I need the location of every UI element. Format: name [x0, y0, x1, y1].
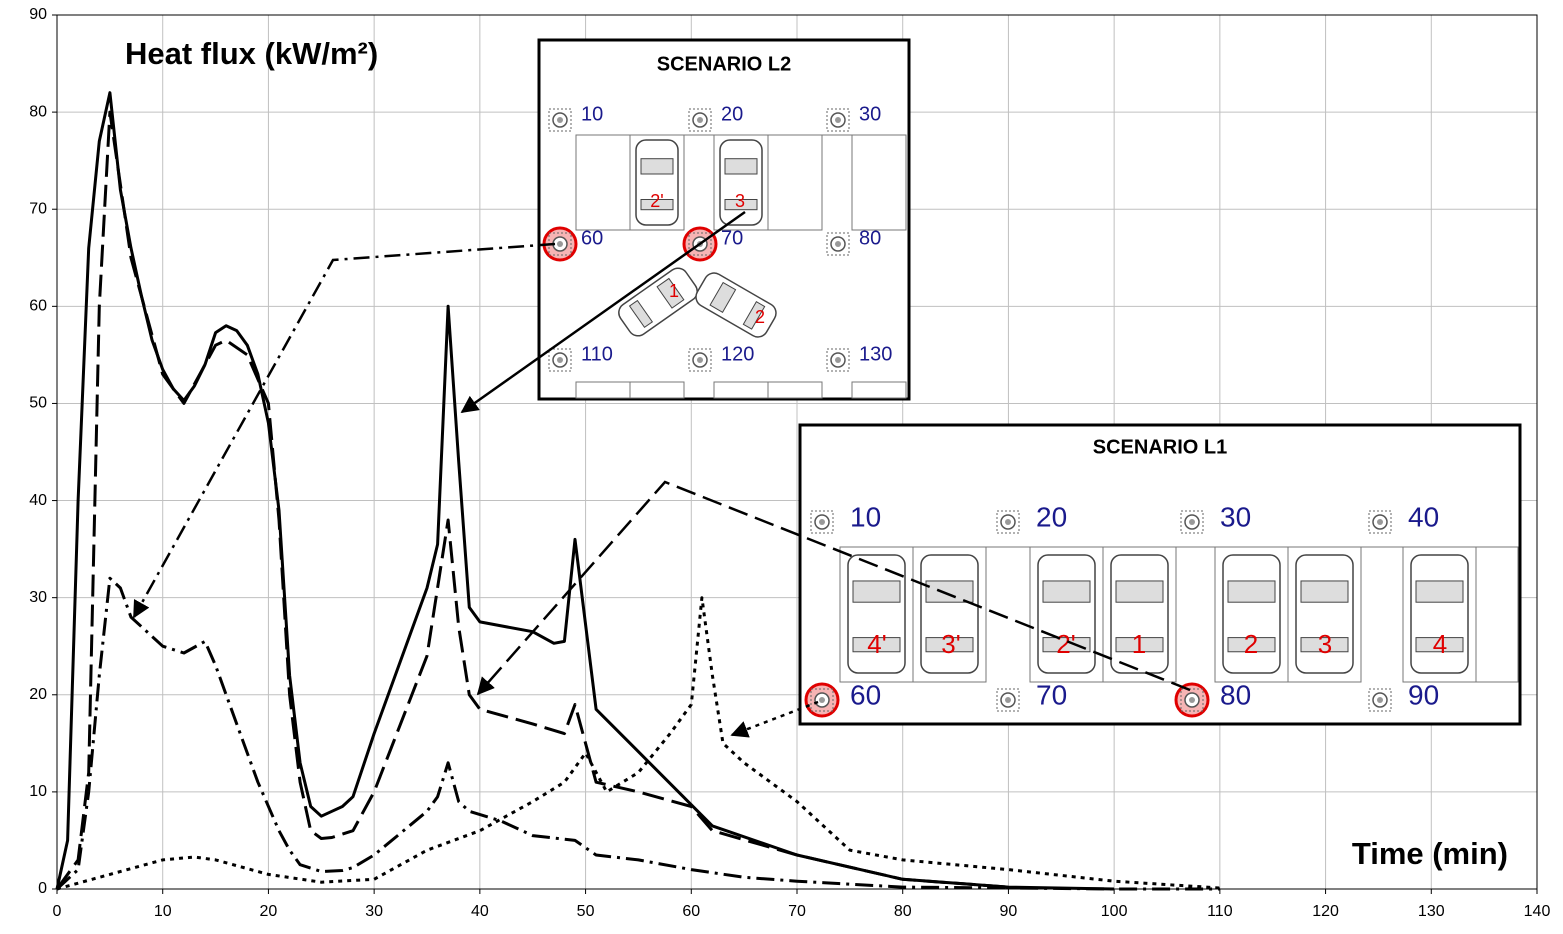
- x-tick-label: 80: [894, 903, 912, 920]
- car-window: [853, 581, 900, 602]
- sensor-label: 60: [850, 679, 881, 710]
- x-tick-label: 0: [53, 903, 62, 920]
- sensor-label: 30: [1220, 501, 1251, 532]
- car-label: 2: [755, 307, 765, 327]
- sensor-icon: [557, 117, 563, 123]
- sensor-icon: [1189, 519, 1195, 525]
- x-tick-label: 40: [471, 903, 489, 920]
- arrow: [134, 244, 555, 617]
- car-label: 4: [1433, 629, 1447, 659]
- sensor-label: 20: [721, 103, 743, 125]
- sensor-label: 10: [581, 103, 603, 125]
- car-window: [1228, 581, 1275, 602]
- x-tick-label: 130: [1418, 903, 1445, 920]
- x-tick-label: 140: [1524, 903, 1551, 920]
- car-window: [1416, 581, 1463, 602]
- sensor-label: 80: [1220, 679, 1251, 710]
- page: 0 10 20 30 40 50 60 70 80 90 0 10 20 30 40 50 60 70 80 90 10…: [0, 0, 1563, 934]
- car-window: [1301, 581, 1348, 602]
- car-label: 4': [867, 629, 886, 659]
- car-window: [641, 159, 673, 174]
- x-tick-label: 60: [682, 903, 700, 920]
- sensor-label: 80: [859, 227, 881, 249]
- y-tick-label: 0: [38, 880, 47, 897]
- car-window: [725, 159, 757, 174]
- x-axis-label: Time (min): [1352, 836, 1508, 871]
- car-window: [1116, 581, 1163, 602]
- sensor-icon: [697, 357, 703, 363]
- car-body: [720, 140, 762, 225]
- sensor-icon: [1189, 697, 1195, 703]
- x-tick-label: 120: [1312, 903, 1339, 920]
- sensor-icon: [819, 519, 825, 525]
- car-label: 1: [1132, 629, 1146, 659]
- car-label: 2': [650, 191, 663, 211]
- x-tick-label: 90: [1000, 903, 1018, 920]
- sensor-icon: [1377, 697, 1383, 703]
- car: [720, 140, 762, 225]
- y-tick-label: 50: [29, 395, 47, 412]
- y-tick-label: 40: [29, 492, 47, 509]
- x-tick-label: 30: [365, 903, 383, 920]
- sensor-label: 60: [581, 227, 603, 249]
- sensor-icon: [697, 117, 703, 123]
- y-tick-label: 10: [29, 783, 47, 800]
- sensor-icon: [1005, 697, 1011, 703]
- sensor-label: 20: [1036, 501, 1067, 532]
- x-tick-label: 50: [577, 903, 595, 920]
- sensor-label: 10: [850, 501, 881, 532]
- sensor-icon: [1005, 519, 1011, 525]
- sensor-icon: [557, 241, 563, 247]
- sensor-label: 110: [581, 343, 613, 365]
- y-axis-label: Heat flux (kW/m²): [125, 36, 378, 71]
- car: [636, 140, 678, 225]
- car-label: 3: [735, 191, 745, 211]
- car-body: [636, 140, 678, 225]
- sensor-label: 130: [859, 343, 892, 365]
- car-window: [1043, 581, 1090, 602]
- sensor-icon: [1377, 519, 1383, 525]
- x-tick-label: 110: [1207, 903, 1233, 920]
- y-tick-label: 30: [29, 589, 47, 606]
- sensor-icon: [835, 241, 841, 247]
- inset-title: SCENARIO L2: [657, 53, 791, 75]
- sensor-label: 70: [1036, 679, 1067, 710]
- sensor-icon: [835, 357, 841, 363]
- sensor-label: 30: [859, 103, 881, 125]
- y-tick-label: 20: [29, 686, 47, 703]
- x-tick-label: 70: [788, 903, 806, 920]
- y-tick-label: 60: [29, 298, 47, 315]
- y-tick-label: 90: [29, 6, 47, 23]
- chart: 0 10 20 30 40 50 60 70 80 90 0 10 20 30 40 50 60 70 80 90 10…: [0, 0, 1563, 934]
- sensor-label: 120: [721, 343, 754, 365]
- sensor-label: 40: [1408, 501, 1439, 532]
- y-tick-label: 80: [29, 103, 47, 120]
- sensor-icon: [819, 697, 825, 703]
- x-tick-label: 100: [1101, 903, 1128, 920]
- y-tick-label: 70: [29, 200, 47, 217]
- car-label: 2: [1244, 629, 1258, 659]
- car-window: [926, 581, 973, 602]
- car-label: 3: [1318, 629, 1332, 659]
- sensor-label: 70: [721, 227, 743, 249]
- inset-title: SCENARIO L1: [1093, 436, 1227, 458]
- car-label: 3': [941, 629, 960, 659]
- sensor-label: 90: [1408, 679, 1439, 710]
- sensor-icon: [835, 117, 841, 123]
- x-tick-label: 20: [260, 903, 278, 920]
- car-label: 1: [669, 281, 679, 301]
- sensor-icon: [557, 357, 563, 363]
- x-tick-label: 10: [154, 903, 172, 920]
